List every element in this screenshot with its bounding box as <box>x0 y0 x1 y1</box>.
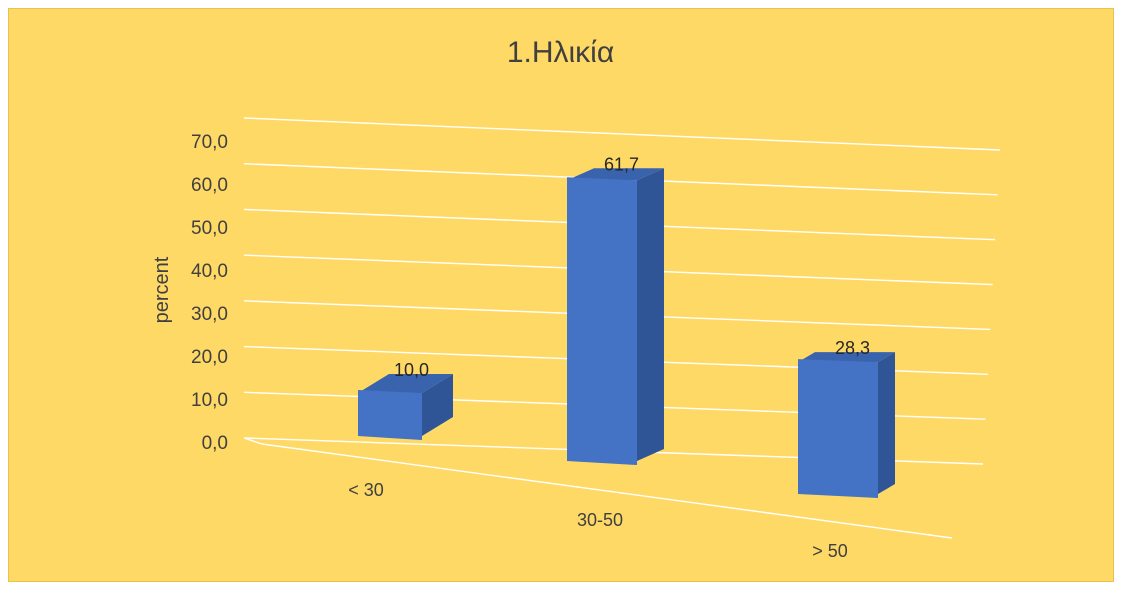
data-label: 61,7 <box>604 154 639 174</box>
bar: 28,3 <box>798 338 895 498</box>
bar-top <box>798 352 895 363</box>
bars: 10,0 61,7 28,3 <box>358 154 895 498</box>
y-axis-label: percent <box>151 256 173 323</box>
gridline <box>243 117 1001 151</box>
data-label: 10,0 <box>394 360 429 380</box>
category-label: > 50 <box>812 541 848 561</box>
y-tick-label: 40,0 <box>191 261 228 282</box>
bar-side <box>422 374 453 436</box>
category-label: < 30 <box>348 480 384 500</box>
category-labels: < 30 30-50 > 50 <box>348 480 848 561</box>
y-tick-label: 60,0 <box>191 175 228 196</box>
y-tick-labels: 0,0 10,0 20,0 30,0 40,0 50,0 60,0 70,0 <box>191 132 228 454</box>
y-tick-label: 10,0 <box>191 390 228 411</box>
chart-area <box>8 8 1114 582</box>
data-label: 28,3 <box>835 338 870 358</box>
bar-front <box>798 359 878 498</box>
y-tick-label: 70,0 <box>191 132 228 153</box>
y-tick-label: 20,0 <box>191 347 228 368</box>
bar-side <box>637 168 664 461</box>
chart-title: 1.Ηλικία <box>506 36 615 69</box>
floor-side-edge <box>243 437 263 445</box>
floor-edge <box>261 443 953 539</box>
bar-side <box>878 352 895 494</box>
bar-top <box>358 374 453 393</box>
category-label: 30-50 <box>577 510 623 530</box>
bar-top <box>567 168 664 181</box>
y-tick-label: 0,0 <box>202 433 228 454</box>
bar-front <box>358 390 422 440</box>
y-tick-label: 30,0 <box>191 304 228 325</box>
bar: 10,0 <box>358 360 453 440</box>
y-tick-label: 50,0 <box>191 218 228 239</box>
bar: 61,7 <box>567 154 664 465</box>
bar-front <box>567 177 637 465</box>
